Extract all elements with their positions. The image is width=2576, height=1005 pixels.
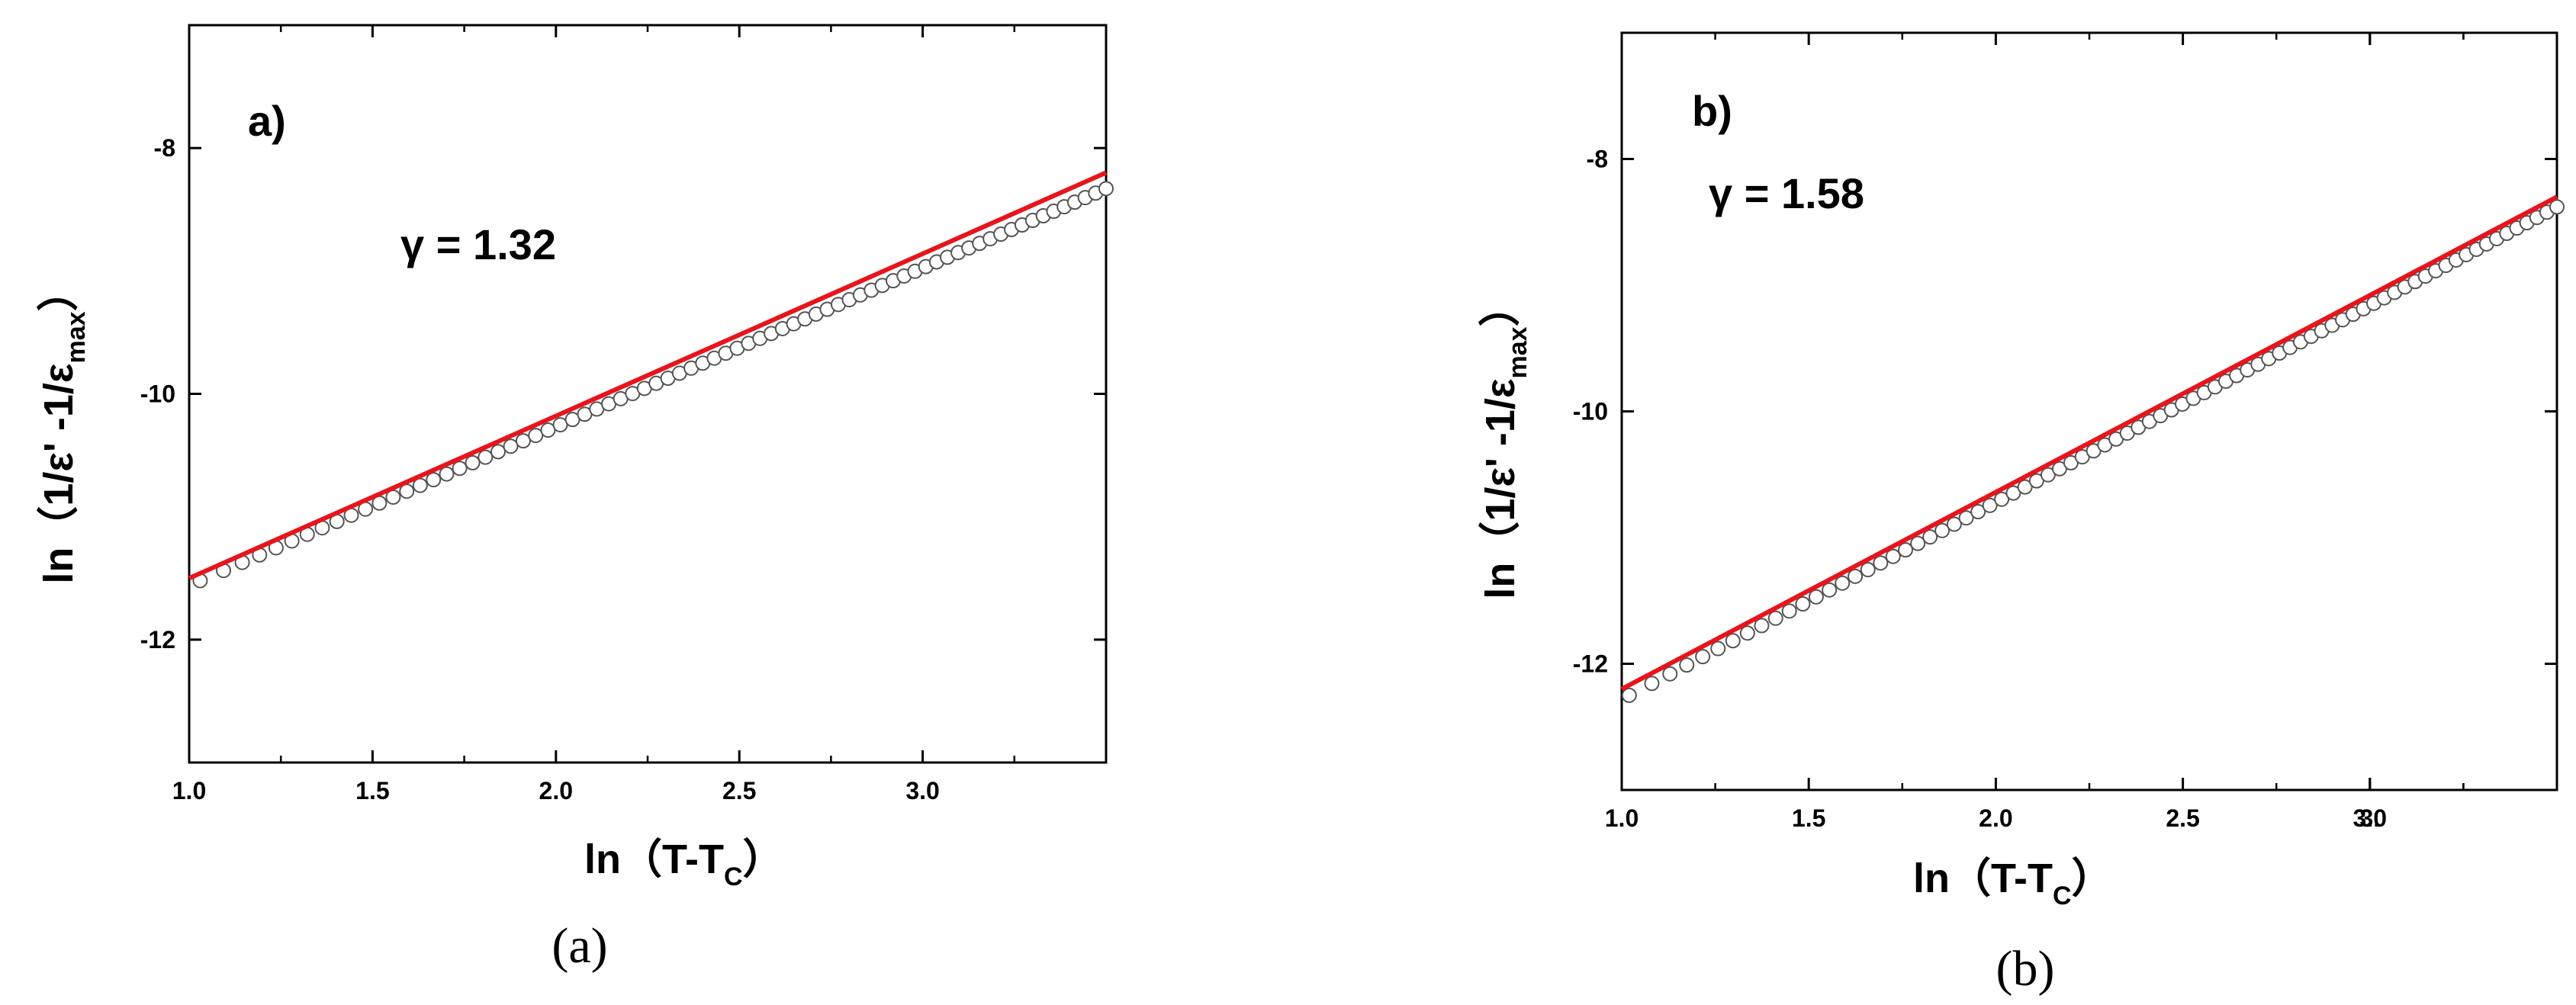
data-point <box>1621 687 1637 703</box>
data-point <box>2017 479 2033 495</box>
data-point <box>528 428 544 444</box>
data-point <box>1958 510 1974 526</box>
data-point <box>1922 529 1938 545</box>
data-point <box>1848 568 1864 584</box>
figure-caption: (b) <box>1996 941 2055 997</box>
data-point <box>2028 473 2044 489</box>
x-axis-label-main: ln（T-T <box>1913 856 2053 901</box>
y-axis-label-sub: max <box>1503 326 1532 378</box>
figure-caption: (a) <box>552 918 607 974</box>
data-point <box>1970 504 1986 520</box>
data-point <box>1098 181 1114 197</box>
y-axis-label-main: ln（1/ε' -1/ε <box>1478 378 1523 599</box>
data-point <box>412 477 428 493</box>
data-point <box>1994 491 2010 507</box>
x-tick-label: 2.0 <box>539 777 573 804</box>
data-point <box>1679 657 1695 673</box>
fit-line <box>1620 194 2558 692</box>
data-point <box>515 433 531 449</box>
y-axis-label-end: ） <box>1478 285 1523 326</box>
data-point <box>1781 603 1797 619</box>
gamma-annotation: γ = 1.58 <box>1709 169 1864 217</box>
y-tick-label: -12 <box>1573 650 1608 678</box>
x-axis-label-main: ln（T-T <box>584 836 724 882</box>
x-axis-label: ln（T-TC） <box>584 836 784 891</box>
data-point <box>452 461 468 477</box>
data-point <box>2005 485 2021 501</box>
x-tick-label: 1.5 <box>355 777 389 804</box>
y-axis-label-end: ） <box>36 270 82 311</box>
data-point <box>1982 497 1998 513</box>
data-point <box>478 449 494 465</box>
data-point <box>490 444 506 460</box>
y-axis-label-sub: max <box>62 311 91 363</box>
fit-line <box>188 170 1108 580</box>
gamma-annotation: γ = 1.32 <box>400 220 556 268</box>
data-point <box>1795 596 1811 612</box>
data-point <box>1644 676 1660 692</box>
x-tick-label: 2.0 <box>1979 804 2012 832</box>
x-tick-label: 1.5 <box>1792 804 1825 832</box>
x-axis-label-sub: C <box>724 862 743 891</box>
data-point <box>1767 610 1783 626</box>
x-axis-label-end: ） <box>743 836 784 882</box>
plot-frame <box>1620 31 2558 791</box>
x-tick-label: 3. <box>2359 804 2380 832</box>
data-point <box>439 466 455 482</box>
data-point <box>1898 542 1914 558</box>
data-point <box>503 438 519 454</box>
y-axis-label: ln（1/ε' -1/εmax） <box>36 270 91 583</box>
x-tick-label: 3.0 <box>2353 804 2387 832</box>
panel-label: b) <box>1692 87 1732 135</box>
y-tick-label: -10 <box>1573 398 1608 425</box>
x-tick-label: 2.5 <box>722 777 756 804</box>
data-point <box>2549 199 2565 215</box>
data-points <box>192 181 1114 589</box>
y-tick-label: -8 <box>1587 146 1608 173</box>
data-point <box>1695 649 1711 665</box>
data-point <box>1739 625 1755 641</box>
y-tick-label: -12 <box>140 626 175 653</box>
data-point <box>1662 666 1678 682</box>
data-point <box>1873 555 1889 571</box>
y-tick-label: -10 <box>140 380 175 408</box>
data-point <box>1725 633 1741 649</box>
data-point <box>1754 618 1770 634</box>
data-point <box>426 472 442 488</box>
data-point <box>1934 522 1950 538</box>
x-axis-label: ln（T-TC） <box>1913 856 2113 910</box>
data-point <box>1835 575 1851 591</box>
data-points <box>1621 199 2565 703</box>
data-point <box>1710 641 1726 657</box>
x-tick-label: 2.5 <box>2166 804 2199 832</box>
x-axis-label-end: ） <box>2072 856 2113 901</box>
data-point <box>1860 562 1876 578</box>
data-point <box>1885 548 1901 564</box>
chart-panel-a: 1.0 1.5 2.0 2.5 3.0 -8 -10 -12 a) γ = 1.32 ln（T-TC… <box>36 24 1114 974</box>
data-point <box>1946 516 1962 532</box>
x-tick-label: 1.0 <box>172 777 206 804</box>
y-axis-label: ln（1/ε' -1/εmax） <box>1478 285 1532 599</box>
data-point <box>465 454 481 470</box>
data-point <box>1808 589 1824 605</box>
data-point <box>1822 582 1838 598</box>
x-tick-label: 1.0 <box>1605 804 1639 832</box>
x-tick-label: 3.0 <box>905 777 939 804</box>
data-point <box>1910 535 1926 551</box>
y-axis-label-main: ln（1/ε' -1/ε <box>36 363 82 583</box>
panel-label: a) <box>248 97 286 145</box>
y-tick-label: -8 <box>154 134 175 162</box>
chart-panel-b: 1.0 1.5 2.0 2.5 3.03. -8 -10 -12 b) γ = 1.58 ln（T-… <box>1478 31 2565 997</box>
x-axis-label-sub: C <box>2053 881 2072 910</box>
